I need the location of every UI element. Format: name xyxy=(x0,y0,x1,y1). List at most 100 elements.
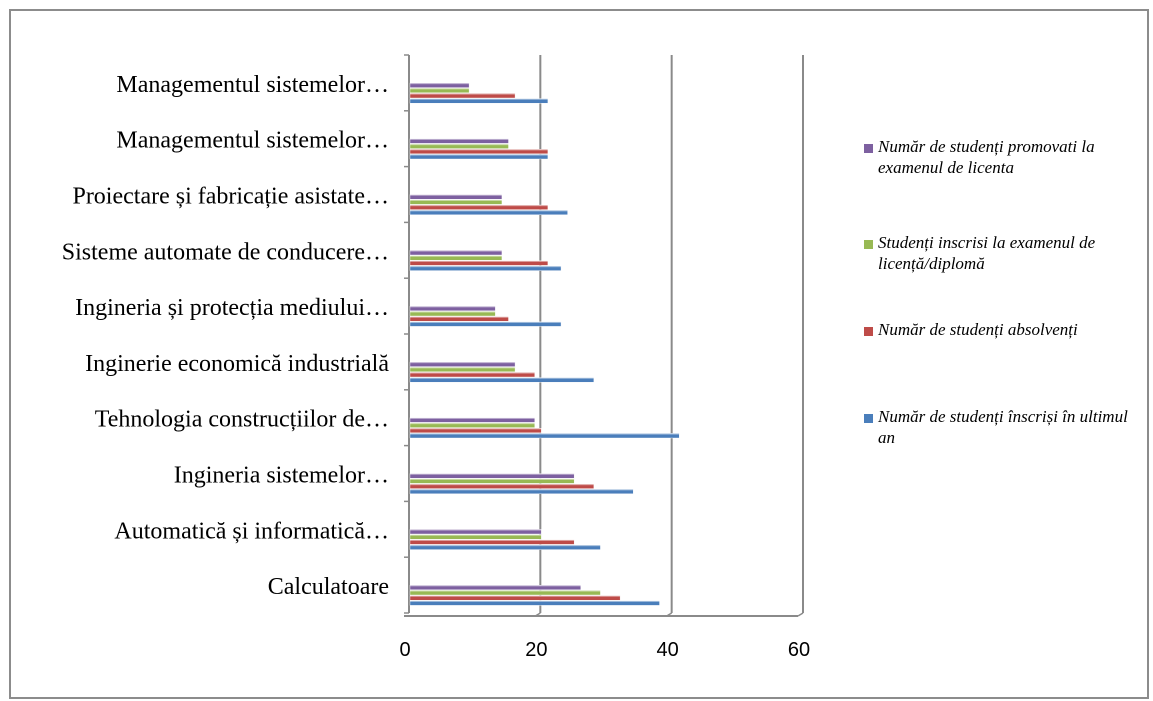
category-label: Tehnologia construcțiilor de… xyxy=(95,407,389,433)
bar-highlight xyxy=(410,585,581,587)
bar-highlight xyxy=(410,417,535,419)
bar-highlight xyxy=(410,590,601,592)
bar-highlight xyxy=(410,83,470,85)
category-label: Managementul sistemelor… xyxy=(116,128,389,154)
bar-highlight xyxy=(410,534,542,536)
bar-highlight xyxy=(410,199,502,201)
bar xyxy=(409,544,601,550)
x-tick-label: 0 xyxy=(399,639,410,661)
bar-highlight xyxy=(410,545,601,547)
bar xyxy=(409,321,562,327)
bar-highlight xyxy=(410,600,660,602)
bar xyxy=(409,265,562,271)
bar xyxy=(409,93,516,99)
category-label: Sisteme automate de conducere… xyxy=(62,239,389,265)
bar xyxy=(409,260,549,266)
legend-item: Studenți inscrisi la examenul de licență… xyxy=(864,232,1149,274)
bar-highlight xyxy=(410,529,542,531)
category-label: Managementul sistemelor… xyxy=(116,72,389,98)
bar-highlight xyxy=(410,367,516,369)
bar xyxy=(409,87,470,93)
bars xyxy=(409,82,680,606)
bar xyxy=(409,98,549,104)
bar-highlight xyxy=(410,423,535,425)
gridlines xyxy=(534,55,804,617)
bar-highlight xyxy=(410,210,568,212)
legend-swatch xyxy=(864,414,873,423)
bar xyxy=(409,82,470,88)
bar-highlight xyxy=(410,473,575,475)
bar xyxy=(409,600,660,606)
legend-swatch xyxy=(864,240,873,249)
legend-swatch xyxy=(864,327,873,336)
bar xyxy=(409,539,575,545)
bar xyxy=(409,361,516,367)
axes xyxy=(404,54,798,617)
legend-item: Număr de studenți înscriși în ultimul an xyxy=(864,406,1149,448)
bar-highlight xyxy=(410,484,594,486)
bar-highlight xyxy=(410,260,548,262)
chart-frame xyxy=(9,9,1149,699)
x-tick-label: 20 xyxy=(525,639,547,661)
bar-highlight xyxy=(410,98,548,100)
bar xyxy=(409,250,503,256)
bar-highlight xyxy=(410,478,575,480)
bar xyxy=(409,148,549,154)
bar-highlight xyxy=(410,250,502,252)
category-label: Automatică și informatică… xyxy=(114,518,389,544)
category-label: Proiectare și fabricație asistate… xyxy=(72,184,389,210)
bar-highlight xyxy=(410,306,496,308)
bar xyxy=(409,154,549,160)
bar xyxy=(409,585,581,591)
bar xyxy=(409,473,575,479)
bar xyxy=(409,316,509,322)
gridline-floor xyxy=(797,612,804,617)
bar-highlight xyxy=(410,138,509,140)
category-label: Ingineria sistemelor… xyxy=(174,463,389,489)
bar xyxy=(409,306,496,312)
bar xyxy=(409,428,542,434)
bar xyxy=(409,377,595,383)
bar-highlight xyxy=(410,372,535,374)
bar-highlight xyxy=(410,362,516,364)
category-label: Calculatoare xyxy=(268,574,389,600)
bar xyxy=(409,483,595,489)
bar-highlight xyxy=(410,377,594,379)
bar-highlight xyxy=(410,539,575,541)
x-tick-labels: 0 20 40 60 xyxy=(399,639,810,661)
bar-highlight xyxy=(410,321,562,323)
legend-label: Număr de studenți promovati la examenul … xyxy=(878,137,1095,177)
bar xyxy=(409,255,503,261)
bar xyxy=(409,478,575,484)
bar xyxy=(409,529,542,535)
bar-highlight xyxy=(410,428,542,430)
bar-highlight xyxy=(410,154,548,156)
bar xyxy=(409,204,549,210)
x-tick-label: 60 xyxy=(788,639,810,661)
legend-label: Studenți inscrisi la examenul de licență… xyxy=(878,233,1096,273)
bar-highlight xyxy=(410,316,509,318)
legend-item: Număr de studenți absolvenți xyxy=(864,319,1149,340)
bar-highlight xyxy=(410,311,496,313)
bar-highlight xyxy=(410,205,548,207)
bar xyxy=(409,209,568,215)
bar-highlight xyxy=(410,433,680,435)
bar-highlight xyxy=(410,149,548,151)
legend-label: Număr de studenți înscriși în ultimul an xyxy=(878,407,1128,447)
bar xyxy=(409,194,503,200)
bar xyxy=(409,311,496,317)
bar xyxy=(409,143,509,149)
bar xyxy=(409,138,509,144)
x-tick-label: 40 xyxy=(657,639,679,661)
category-label: Ingineria și protecția mediului… xyxy=(75,295,389,321)
bar xyxy=(409,433,680,439)
category-labels: Calculatoare Automatică și informatică… In… xyxy=(62,72,390,600)
bar xyxy=(409,534,542,540)
legend-item: Număr de studenți promovati la examenul … xyxy=(864,136,1149,178)
bar-highlight xyxy=(410,266,562,268)
bar-highlight xyxy=(410,88,470,90)
bar-highlight xyxy=(410,93,516,95)
bar-highlight xyxy=(410,194,502,196)
bar xyxy=(409,199,503,205)
